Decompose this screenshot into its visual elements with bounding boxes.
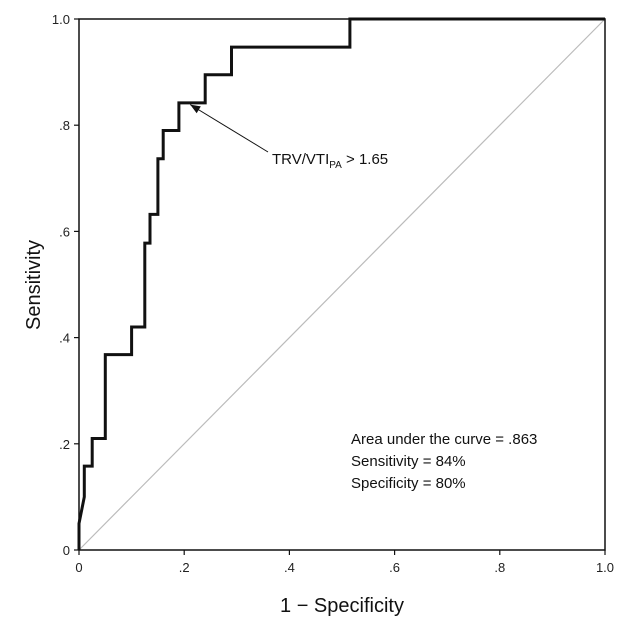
y-tick-label: .4: [59, 331, 70, 346]
cutoff-arrowhead: [190, 104, 201, 114]
cutoff-arrow: [189, 104, 269, 153]
x-tick-label: 0: [75, 560, 82, 575]
x-tick-label: .8: [494, 560, 505, 575]
x-tick-label: 1.0: [596, 560, 614, 575]
cutoff-label-tail: > 1.65: [342, 151, 388, 168]
x-tick-label: .6: [389, 560, 400, 575]
x-axis-title: 1 − Specificity: [280, 595, 404, 617]
y-tick-label: .6: [59, 224, 70, 239]
y-tick-label: .8: [59, 118, 70, 133]
x-tick-label: .2: [179, 560, 190, 575]
cutoff-label-sub: PA: [329, 160, 342, 171]
auc-text: Area under the curve = .863: [351, 431, 537, 448]
cutoff-label: TRV/VTIPA > 1.65: [272, 151, 388, 171]
y-tick-label: 0: [63, 543, 70, 558]
x-tick-label: .4: [284, 560, 295, 575]
y-axis-title: Sensitivity: [23, 240, 45, 330]
reference-diagonal-line: [78, 18, 606, 551]
curve-layer: [77, 17, 605, 550]
cutoff-annotation: TRV/VTIPA > 1.65: [189, 104, 388, 171]
sensitivity-text: Sensitivity = 84%: [351, 453, 466, 470]
specificity-text: Specificity = 80%: [351, 475, 466, 492]
y-tick-label: 1.0: [52, 12, 70, 27]
tick-layer: 0 .2 .4 .6 .8 1.0 0 .2 .4 .6 .8 1.0: [52, 12, 614, 575]
reference-layer: [78, 18, 606, 551]
plot-frame: [78, 18, 606, 551]
cutoff-label-main: TRV/VTI: [272, 151, 329, 168]
roc-curve-line: [77, 17, 605, 550]
stats-block: Area under the curve = .863 Sensitivity …: [351, 431, 537, 492]
y-tick-label: .2: [59, 437, 70, 452]
